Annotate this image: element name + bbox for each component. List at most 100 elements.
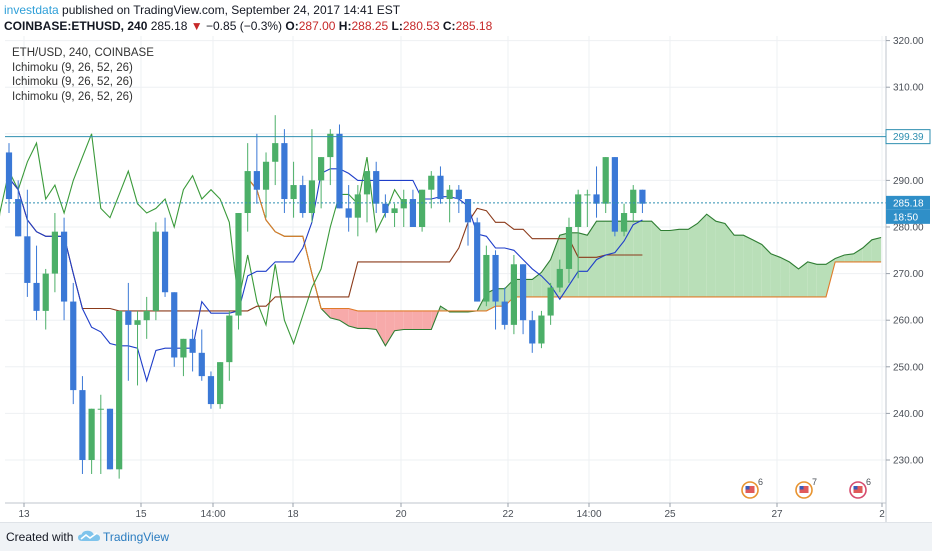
candle [70,282,77,405]
candle-body [373,171,380,204]
candle [281,129,288,214]
candle-body [455,189,462,200]
ichimoku-cloud-segment [679,229,689,297]
ichimoku-cloud-segment [357,310,367,329]
ichimoku-cloud-segment [624,221,634,297]
ohlc-readout: COINBASE:ETHUSD, 240 285.18 ▼ −0.85 (−0.… [4,19,492,33]
price-chart[interactable]: 230.00 240.00 250.00 260.00 270.00 280.00 290.… [0,36,932,522]
ichimoku-cloud-segment [743,235,753,297]
down-arrow-icon: ▼ [190,19,203,33]
candle [116,310,123,479]
candle-body [363,171,371,195]
x-axis-tick-label: 14:00 [200,509,225,520]
ichimoku-cloud-segment [596,221,606,297]
candle [382,194,389,218]
candle [327,129,334,186]
candle-body [152,231,159,311]
legend-indicator[interactable]: Ichimoku (9, 26, 52, 26) [12,90,133,103]
ichimoku-cloud-segment [871,237,882,262]
candle [363,171,371,223]
candle-body [419,189,426,227]
candle [428,171,435,209]
candle [125,282,132,381]
x-axis-tick-label: 14:00 [576,509,601,520]
candle [262,152,270,218]
candle-body [519,264,527,321]
candle [308,129,316,223]
ichimoku-cloud-segment [532,272,542,297]
legend-indicator[interactable]: Ichimoku (9, 26, 52, 26) [12,76,133,88]
candle-body [24,236,31,283]
candle [611,157,618,237]
candle-body [584,194,591,196]
candle-body [70,301,77,391]
created-with-label: Created with [6,530,74,544]
candle-body [501,301,508,325]
low-label: L: [391,19,403,33]
candle-body [620,213,628,232]
candle-body [483,254,490,302]
y-axis-tick-label: 240.00 [893,409,924,420]
candle [5,143,13,214]
legend-indicator[interactable]: Ichimoku (9, 26, 52, 26) [12,61,133,74]
footer-bar: Created with TradingView [0,522,932,551]
ichimoku-cloud-segment [422,310,432,330]
candle-body [272,143,279,162]
candle [235,213,242,330]
candle [51,213,58,293]
chart-header: investdata published on TradingView.com,… [0,0,932,36]
ichimoku-cloud-segment [578,232,588,297]
candle [189,329,196,372]
candle [33,245,40,321]
candle-body [630,189,637,214]
candle-body [446,189,453,200]
candle [226,310,233,381]
candle-body [226,315,233,363]
candle-body [125,310,132,325]
candle-body [593,194,600,204]
candle-body [51,231,58,274]
x-axis-tick-label: 27 [771,509,783,520]
tradingview-brand[interactable]: TradingView [103,530,170,544]
x-axis-tick-label: 22 [502,509,514,520]
candle [299,175,306,218]
flag-icon-stripes [745,486,755,493]
ichimoku-cloud-segment [605,221,615,297]
ichimoku-cloud-segment [816,264,826,297]
ichimoku-cloud-segment [660,230,670,297]
flag-icon-canton [745,486,750,490]
ichimoku-cloud-segment [412,310,423,330]
candle-body [391,208,398,214]
candle-body [79,390,86,460]
ichimoku-cloud-segment [761,244,771,297]
event-marker-count: 7 [812,477,817,487]
candle [79,376,86,474]
candle-body [189,338,196,353]
open-value: 287.00 [298,19,336,33]
author-name[interactable]: investdata [4,3,59,17]
economic-event-marker: 7 [795,477,817,499]
candle [446,185,453,223]
candle [97,394,104,474]
candle-body [97,408,104,410]
economic-event-marker: 6 [741,477,763,499]
candle [143,296,150,339]
candle-body [565,227,573,269]
candle [373,161,380,214]
horizontal-level-label: 299.39 [893,132,924,143]
event-marker-count: 6 [866,477,871,487]
last-price-label: 285.18 [893,198,924,209]
candle [620,203,628,237]
candle [575,189,582,279]
candle [290,161,297,218]
candle-body [134,320,141,325]
ichimoku-cloud-segment [688,223,698,297]
candle-body [529,320,536,344]
candle-body [336,133,343,209]
candle [510,254,517,335]
candle-body [327,133,334,158]
candle [272,115,279,186]
candle [88,408,95,474]
candle-body [428,175,435,190]
open-label: O: [285,19,299,33]
